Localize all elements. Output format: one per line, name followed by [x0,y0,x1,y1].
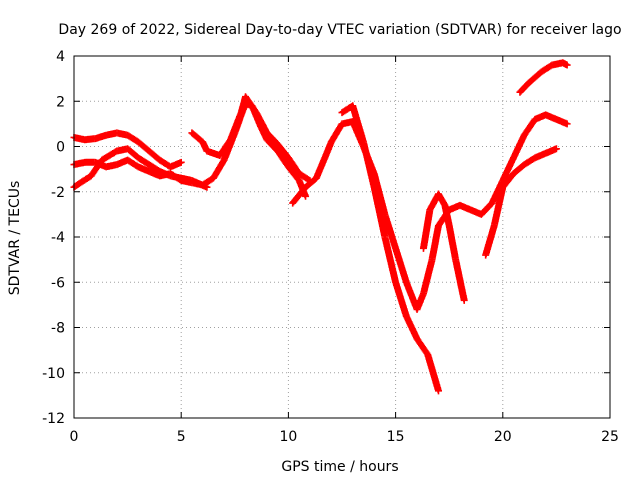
series-track-6 [338,102,442,395]
x-tick-label: 25 [601,429,619,445]
x-tick-label: 10 [279,429,297,445]
y-tick-label: 4 [56,49,65,65]
series-track-8 [482,145,560,259]
y-tick-label: -6 [51,275,65,291]
series-track-3 [70,145,211,191]
series-track-7 [419,190,468,304]
x-axis-label: GPS time / hours [281,459,398,475]
marker-trail [72,100,309,199]
marker-trail [517,59,570,95]
y-tick-label: 0 [56,140,65,156]
data-series-layer [70,59,571,395]
marker-trail [189,94,312,184]
x-tick-label: 0 [70,429,79,445]
series-track-1 [70,129,185,171]
y-tick-label: 2 [56,94,65,110]
axis-ticks: 0 5 10 15 20 25 -12 -10 -8 -6 -4 -2 0 2 4 [42,49,619,445]
marker-trail [71,145,210,191]
y-tick-label: -12 [42,411,65,427]
marker-trail [482,145,559,258]
grid [74,56,610,418]
x-tick-label: 5 [177,429,186,445]
y-tick-label: -8 [51,321,65,337]
marker-trail [339,103,442,393]
series-track-4 [188,93,314,184]
chart-title: Day 269 of 2022, Sidereal Day-to-day VTE… [58,22,621,38]
series-track-2 [70,100,310,200]
y-tick-label: -2 [51,185,65,201]
y-tick-label: -4 [51,230,65,246]
y-tick-label: -10 [42,366,65,382]
x-tick-label: 20 [494,429,512,445]
series-track-9 [516,59,571,96]
marker-trail [72,129,184,170]
marker-trail [420,191,468,303]
x-tick-label: 15 [387,429,405,445]
y-axis-label: SDTVAR / TECUs [7,181,23,296]
